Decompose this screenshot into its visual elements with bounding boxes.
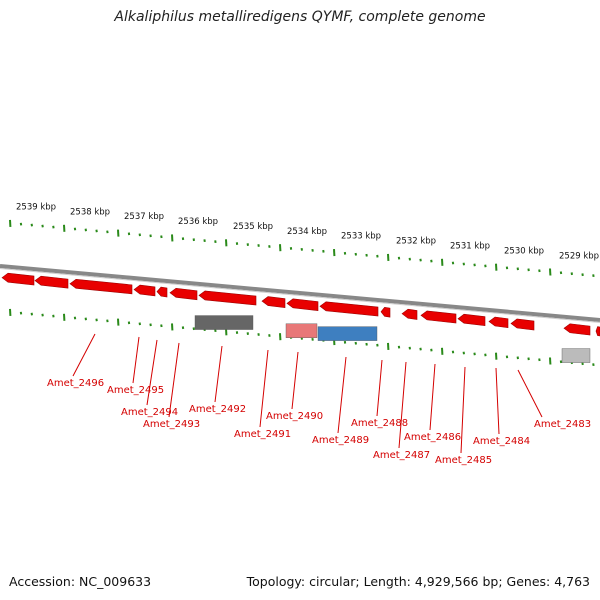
genome-backbone-shadow: [0, 268, 600, 323]
gene-label[interactable]: Amet_2495: [107, 385, 164, 396]
genome-stats-text: Topology: circular; Length: 4,929,566 bp…: [246, 574, 590, 589]
genome-backbone: [0, 264, 600, 322]
gene-label[interactable]: Amet_2493: [143, 419, 200, 430]
gene-leader-line: [259, 349, 269, 428]
kbp-scale-label: 2537 kbp: [124, 212, 164, 222]
gene-leader-line: [72, 333, 96, 377]
accession-text: Accession: NC_009633: [9, 574, 152, 589]
feature-dark-box[interactable]: [194, 315, 254, 330]
gene-label[interactable]: Amet_2494: [121, 407, 178, 418]
kbp-scale-label: 2533 kbp: [341, 232, 381, 242]
gene-leader-line: [376, 359, 383, 417]
gene-label[interactable]: Amet_2488: [351, 418, 408, 429]
gene-leader-line: [398, 361, 407, 449]
kbp-scale-label: 2534 kbp: [287, 227, 327, 237]
gene-label[interactable]: Amet_2496: [47, 378, 104, 389]
gene-leader-line: [214, 345, 223, 403]
gene-arrow[interactable]: [457, 313, 486, 326]
gene-label[interactable]: Amet_2490: [266, 411, 323, 422]
gene-label[interactable]: Amet_2485: [435, 455, 492, 466]
gene-label[interactable]: Amet_2489: [312, 435, 369, 446]
kbp-scale-label: 2529 kbp: [559, 251, 599, 261]
gene-arrow[interactable]: [198, 290, 257, 306]
gene-leader-line: [291, 351, 299, 410]
gene-arrow[interactable]: [286, 298, 319, 311]
map-title: Alkaliphilus metalliredigens QYMF, compl…: [114, 9, 486, 25]
gene-arrow[interactable]: [34, 275, 69, 289]
kbp-scale-label: 2530 kbp: [504, 246, 544, 256]
gene-arrow[interactable]: [133, 284, 156, 297]
gene-arrow[interactable]: [420, 310, 457, 324]
gene-label[interactable]: Amet_2487: [373, 450, 430, 461]
kbp-scale-label: 2531 kbp: [450, 242, 490, 252]
gene-arrow[interactable]: [595, 326, 600, 337]
gene-arrow[interactable]: [1, 272, 35, 286]
gene-leader-line: [146, 339, 158, 406]
gene-arrow[interactable]: [69, 278, 133, 295]
gene-leader-line: [429, 363, 436, 431]
gene-label[interactable]: Amet_2484: [473, 436, 530, 447]
kbp-scale-label: 2536 kbp: [178, 217, 218, 227]
gene-label[interactable]: Amet_2492: [189, 404, 246, 415]
feature-blue-box[interactable]: [317, 326, 378, 341]
gene-label[interactable]: Amet_2491: [234, 429, 291, 440]
gene-arrow[interactable]: [319, 301, 379, 317]
feature-pink-box[interactable]: [285, 323, 318, 338]
gene-arrow[interactable]: [169, 287, 198, 301]
gene-leader-line: [337, 356, 347, 434]
gene-arrow[interactable]: [156, 286, 168, 298]
gene-label[interactable]: Amet_2486: [404, 432, 461, 443]
gene-leader-line: [132, 336, 140, 384]
gene-leader-line: [460, 366, 466, 454]
gene-arrow[interactable]: [510, 318, 535, 331]
gene-arrow[interactable]: [563, 323, 591, 336]
gene-arrow[interactable]: [401, 308, 418, 320]
gene-leader-line: [495, 367, 500, 435]
gene-label[interactable]: Amet_2483: [534, 419, 591, 430]
feature-light-box[interactable]: [561, 348, 591, 363]
gene-arrow[interactable]: [261, 296, 286, 308]
kbp-scale-label: 2532 kbp: [396, 237, 436, 247]
gene-arrow[interactable]: [380, 306, 391, 318]
gene-arrow[interactable]: [488, 316, 509, 329]
gene-leader-line: [517, 369, 543, 418]
kbp-scale-label: 2535 kbp: [233, 222, 273, 232]
gene-leader-line: [168, 342, 180, 418]
kbp-scale-label: 2539 kbp: [16, 202, 56, 212]
kbp-scale-label: 2538 kbp: [70, 207, 110, 217]
